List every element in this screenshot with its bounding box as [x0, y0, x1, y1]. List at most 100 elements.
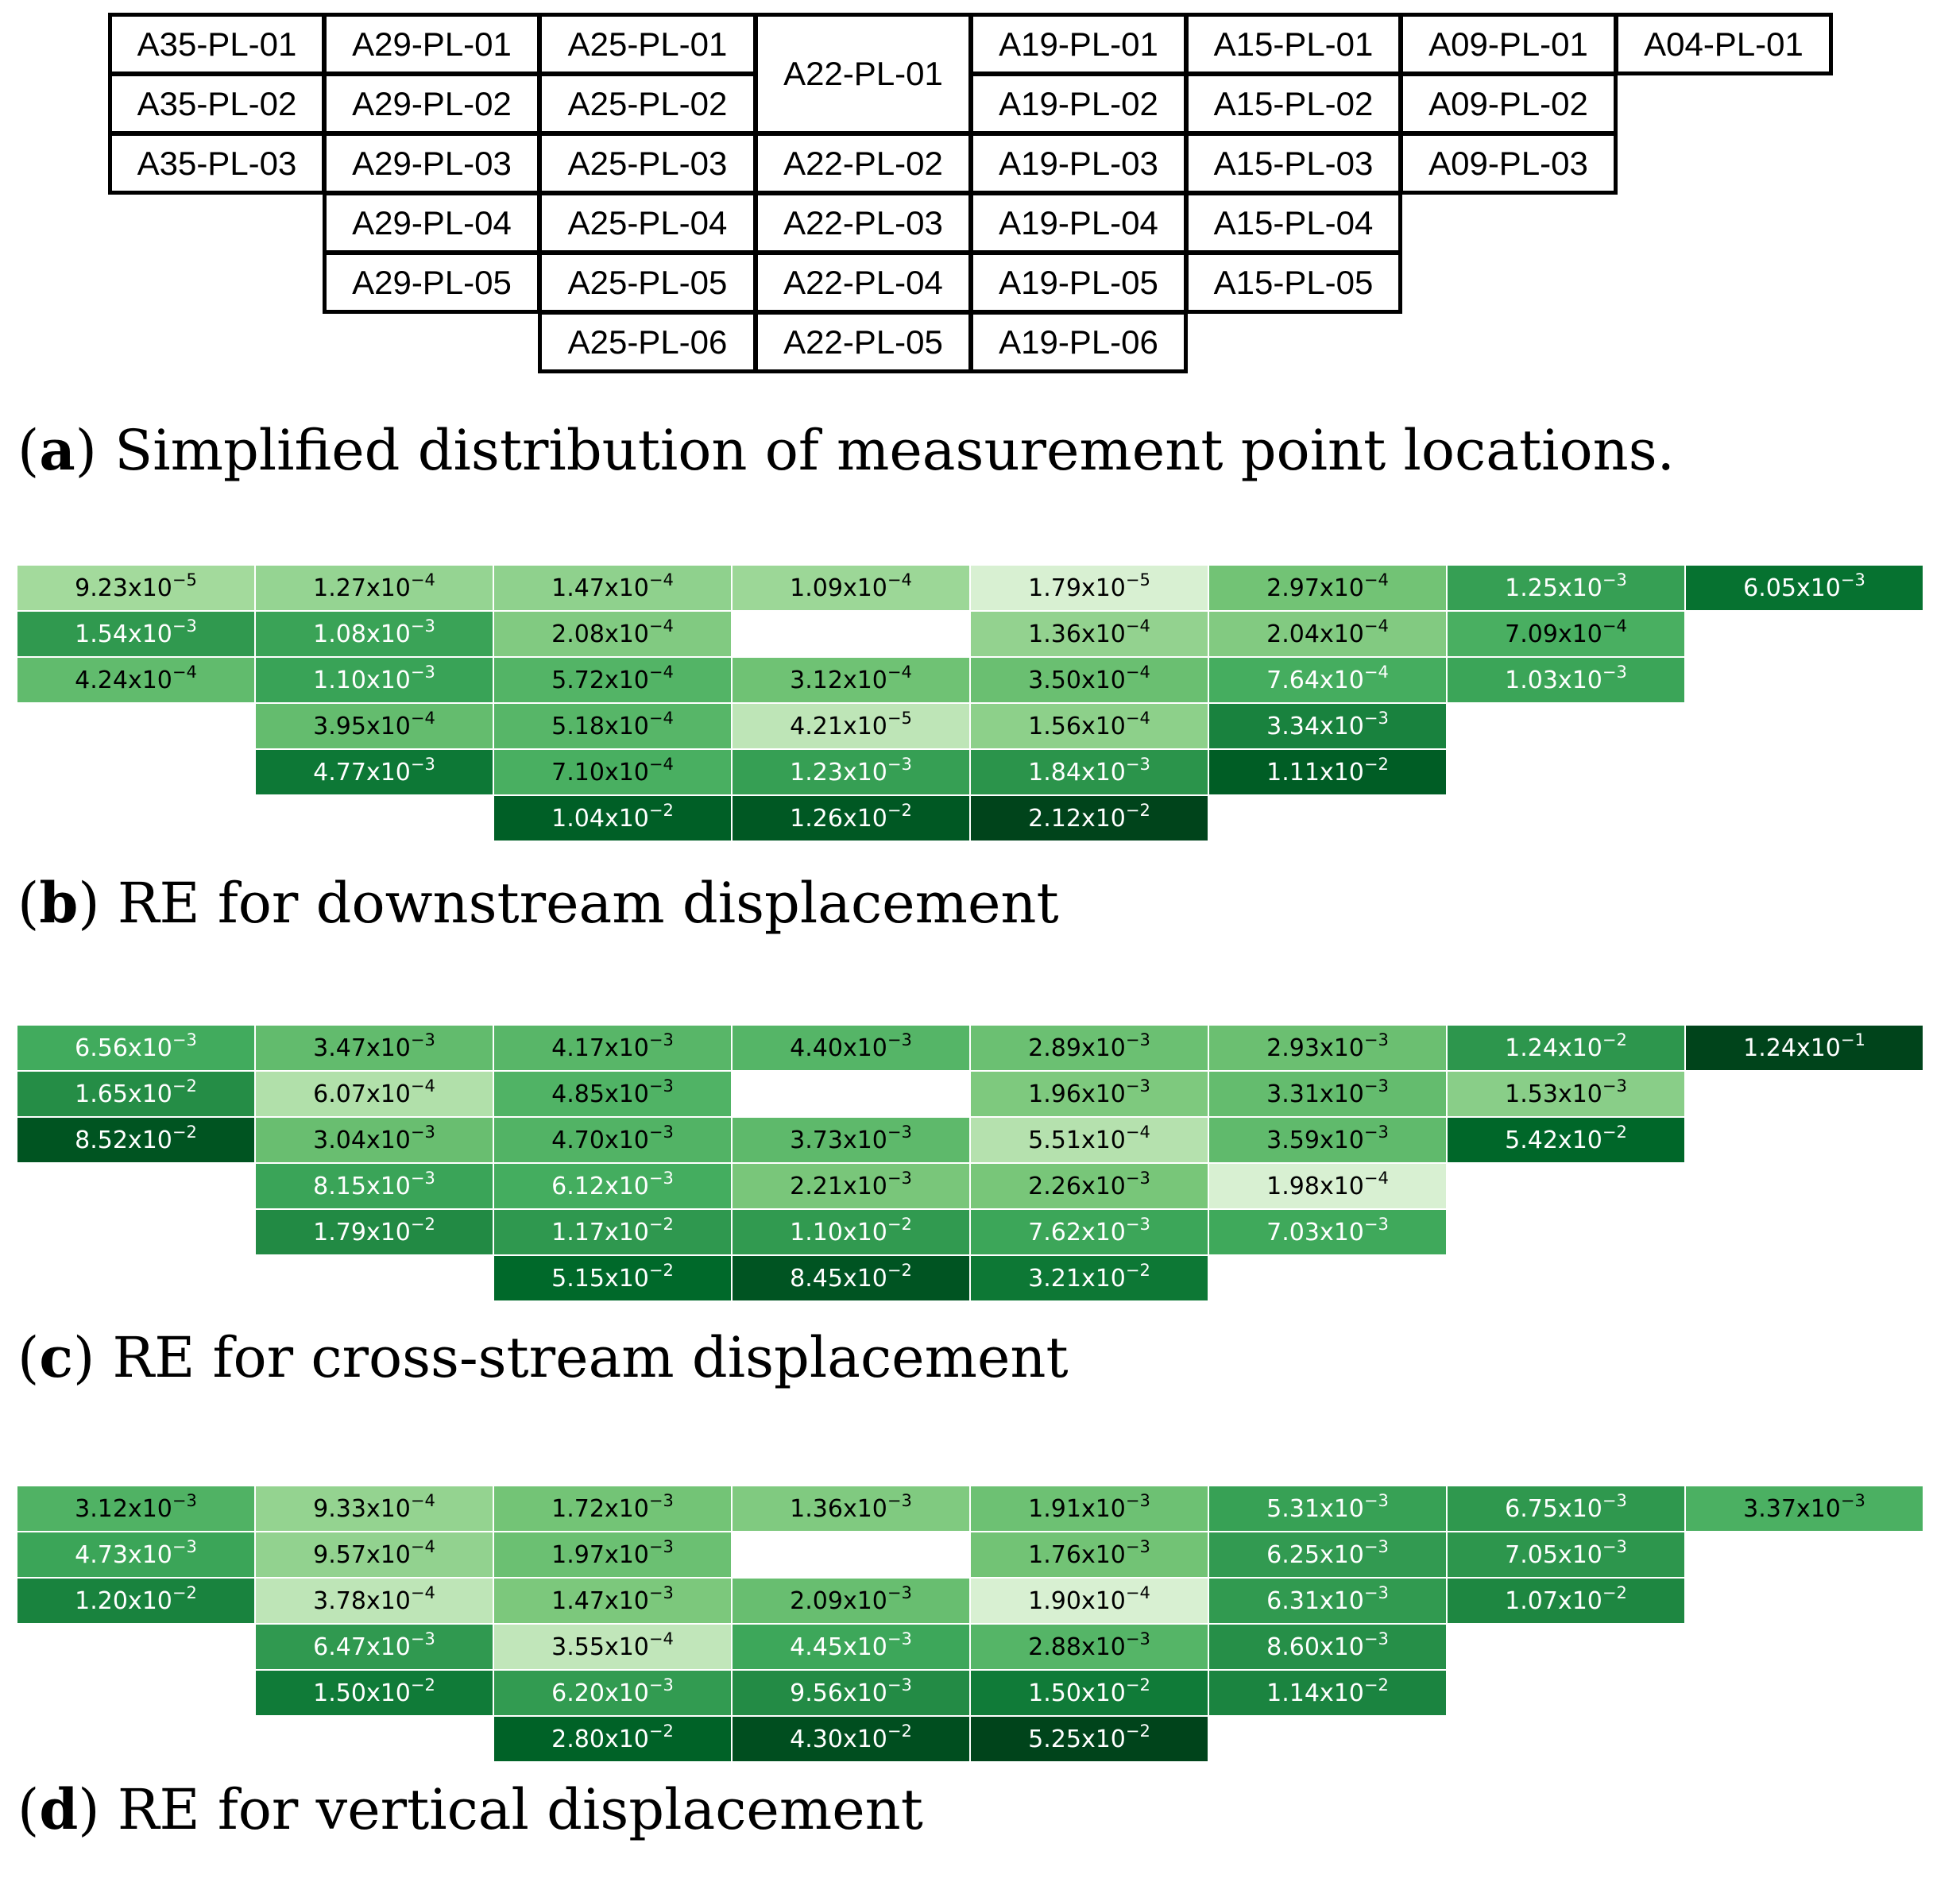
heatmap-exponent: −3: [410, 1123, 435, 1142]
location-cell: A29-PL-04: [323, 191, 541, 254]
heatmap-value-label: 8.45x10: [790, 1264, 887, 1293]
heatmap-exponent: −3: [1363, 1491, 1389, 1510]
heatmap-value-label: 1.11x10: [1266, 758, 1364, 786]
heatmap-exponent: −4: [1125, 709, 1150, 728]
heatmap-exponent: −4: [410, 1537, 435, 1556]
heatmap-value-label: 3.31x10: [1266, 1080, 1364, 1108]
location-cell: A19-PL-05: [969, 251, 1188, 314]
heatmap-exponent: −3: [1125, 755, 1150, 774]
heatmap-cell: 9.23x10 −5: [17, 566, 256, 612]
heatmap-value-label: 5.72x10: [551, 666, 649, 694]
heatmap-exponent: −3: [1602, 663, 1627, 682]
location-cell: A15-PL-02: [1185, 72, 1402, 135]
heatmap-value-label: 1.50x10: [1028, 1679, 1126, 1707]
heatmap-exponent: −4: [410, 709, 435, 728]
heatmap-value-label: 1.09x10: [790, 574, 887, 602]
heatmap-exponent: −4: [1602, 616, 1627, 636]
heatmap-cell: 1.97x10 −3: [494, 1532, 733, 1579]
location-cell: A22-PL-04: [754, 251, 972, 314]
heatmap-value-label: 8.15x10: [313, 1172, 411, 1200]
heatmap-exponent: −4: [1125, 1123, 1150, 1142]
heatmap-cell: 2.04x10 −4: [1209, 612, 1448, 658]
heatmap-value-label: 1.20x10: [75, 1586, 172, 1615]
heatmap-value-label: 1.76x10: [1028, 1540, 1126, 1569]
heatmap-cell: 4.21x10 −5: [733, 704, 971, 750]
location-cell: A25-PL-04: [538, 191, 757, 254]
heatmap-cell: 4.73x10 −3: [17, 1532, 256, 1579]
location-cell: A19-PL-02: [969, 72, 1188, 135]
heatmap-exponent: −2: [410, 1215, 435, 1234]
heatmap-value-label: 7.05x10: [1505, 1540, 1602, 1569]
heatmap-value-label: 1.23x10: [790, 758, 887, 786]
heatmap-cell: 1.04x10 −2: [494, 796, 733, 842]
heatmap-cell: 6.47x10 −3: [256, 1625, 494, 1671]
heatmap-value-label: 6.05x10: [1743, 574, 1841, 602]
heatmap-exponent: −3: [410, 755, 435, 774]
heatmap-value-label: 6.25x10: [1266, 1540, 1364, 1569]
heatmap-cell: 5.31x10 −3: [1209, 1486, 1448, 1532]
heatmap-cell: 1.25x10 −3: [1448, 566, 1686, 612]
heatmap-exponent: −3: [172, 1491, 197, 1510]
heatmap-cell: 1.76x10 −3: [971, 1532, 1209, 1579]
heatmap-value-label: 1.47x10: [551, 1586, 649, 1615]
location-cell: A04-PL-01: [1614, 13, 1833, 75]
heatmap-exponent: −4: [410, 1491, 435, 1510]
heatmap-cell: 1.03x10 −3: [1448, 658, 1686, 704]
location-cell: A35-PL-02: [108, 72, 326, 135]
heatmap-value-label: 4.30x10: [790, 1725, 887, 1753]
heatmap-value-label: 3.47x10: [313, 1034, 411, 1062]
caption-c-text: RE for cross-stream displacement: [95, 1325, 1069, 1390]
location-cell: A22-PL-05: [754, 311, 972, 373]
heatmap-cell: 3.55x10 −4: [494, 1625, 733, 1671]
heatmap-exponent: −3: [1125, 1491, 1150, 1510]
heatmap-cell: 1.72x10 −3: [494, 1486, 733, 1532]
caption-c: (c) RE for cross-stream displacement: [17, 1324, 1069, 1390]
heatmap-cell: 7.03x10 −3: [1209, 1210, 1448, 1256]
location-cell: A22-PL-03: [754, 191, 972, 254]
heatmap-exponent: −3: [648, 1076, 674, 1096]
heatmap-value-label: 6.12x10: [551, 1172, 649, 1200]
heatmap-exponent: −2: [648, 1261, 674, 1280]
heatmap-value-label: 7.10x10: [551, 758, 649, 786]
heatmap-exponent: −3: [172, 616, 197, 636]
heatmap-exponent: −4: [410, 570, 435, 589]
heatmap-cell: 3.73x10 −3: [733, 1118, 971, 1164]
heatmap-cell: 1.53x10 −3: [1448, 1072, 1686, 1118]
heatmap-value-label: 8.52x10: [75, 1126, 172, 1154]
heatmap-value-label: 5.42x10: [1505, 1126, 1602, 1154]
heatmap-exponent: −2: [887, 1722, 912, 1741]
heatmap-exponent: −2: [410, 1675, 435, 1695]
heatmap-cell: 4.40x10 −3: [733, 1026, 971, 1072]
caption-a-letter: a: [39, 417, 75, 483]
heatmap-value-label: 5.51x10: [1028, 1126, 1126, 1154]
heatmap-cell: 6.56x10 −3: [17, 1026, 256, 1072]
heatmap-value-label: 1.17x10: [551, 1218, 649, 1246]
location-cell: A29-PL-05: [323, 251, 541, 314]
heatmap-exponent: −2: [172, 1583, 197, 1602]
location-cell: A15-PL-04: [1185, 191, 1402, 254]
heatmap-cell: 1.14x10 −2: [1209, 1671, 1448, 1717]
heatmap-cell: 1.54x10 −3: [17, 612, 256, 658]
heatmap-value-label: 3.12x10: [790, 666, 887, 694]
heatmap-value-label: 1.36x10: [1028, 620, 1126, 648]
heatmap-cell: 7.09x10 −4: [1448, 612, 1686, 658]
heatmap-cell: 7.64x10 −4: [1209, 658, 1448, 704]
heatmap-exponent: −3: [1363, 1123, 1389, 1142]
heatmap-exponent: −4: [1363, 616, 1389, 636]
heatmap-cell: 1.10x10 −2: [733, 1210, 971, 1256]
heatmap-cell: 2.09x10 −3: [733, 1579, 971, 1625]
heatmap-exponent: −2: [1125, 1261, 1150, 1280]
heatmap-cell: 6.05x10 −3: [1686, 566, 1924, 612]
heatmap-value-label: 1.91x10: [1028, 1494, 1126, 1523]
heatmap-cell: 3.12x10 −3: [17, 1486, 256, 1532]
heatmap-value-label: 1.14x10: [1266, 1679, 1364, 1707]
heatmap-exponent: −3: [1125, 1215, 1150, 1234]
heatmap-exponent: −3: [410, 663, 435, 682]
location-cell: A15-PL-01: [1185, 13, 1402, 75]
heatmap-value-label: 2.80x10: [551, 1725, 649, 1753]
heatmap-cell: 5.25x10 −2: [971, 1717, 1209, 1763]
heatmap-exponent: −3: [410, 1629, 435, 1648]
heatmap-value-label: 2.09x10: [790, 1586, 887, 1615]
heatmap-value-label: 1.96x10: [1028, 1080, 1126, 1108]
heatmap-exponent: −3: [887, 755, 912, 774]
